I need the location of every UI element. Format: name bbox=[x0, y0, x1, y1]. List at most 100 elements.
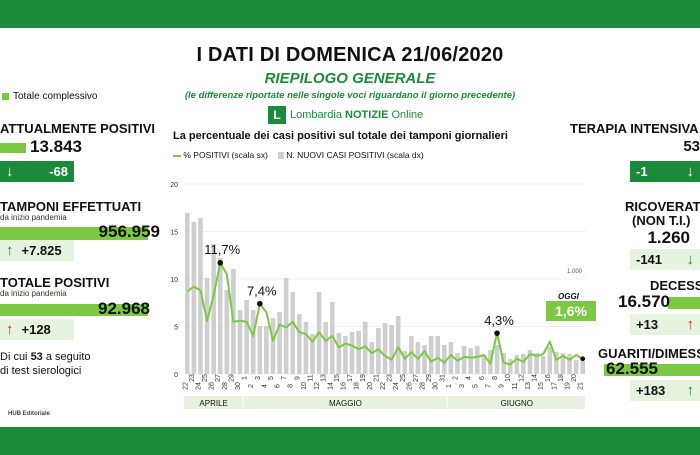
x-tick-label: 20 bbox=[367, 382, 374, 390]
arrow-up-icon: ↑ bbox=[686, 382, 695, 399]
chart-title: La percentuale dei casi positivi sul tot… bbox=[173, 130, 508, 142]
bar bbox=[257, 326, 263, 374]
x-tick-label: 7 bbox=[281, 376, 288, 380]
bar bbox=[422, 345, 427, 374]
bar bbox=[270, 318, 276, 374]
month-label: GIUGNO bbox=[501, 399, 533, 408]
totals-legend: Totale complessivo bbox=[2, 91, 97, 102]
x-tick-label: 12 bbox=[314, 382, 321, 390]
guariti-delta: +183 ↑ bbox=[630, 380, 700, 401]
bar bbox=[329, 302, 335, 374]
x-tick-label: 26 bbox=[209, 382, 216, 390]
totale-positivi-delta: ↑ +128 bbox=[0, 319, 74, 340]
bar bbox=[428, 336, 434, 374]
x-tick-label: 5 bbox=[472, 384, 479, 388]
totale-positivi-label: TOTALE POSITIVI bbox=[0, 275, 110, 290]
y-tick-label: 5 bbox=[174, 325, 178, 332]
legend-square-icon bbox=[2, 93, 9, 100]
month-label: MAGGIO bbox=[329, 399, 362, 408]
x-tick-label: 9 bbox=[294, 376, 301, 380]
terapia-delta-value: -1 bbox=[636, 164, 648, 179]
x-tick-label: 31 bbox=[439, 374, 446, 382]
guariti-delta-value: +183 bbox=[636, 383, 666, 398]
tamponi-bar bbox=[0, 227, 148, 240]
bar bbox=[303, 322, 309, 374]
bar bbox=[514, 355, 520, 374]
x-tick-label: 2 bbox=[248, 384, 255, 388]
page-title: I DATI DI DOMENICA 21/06/2020 bbox=[196, 44, 504, 66]
legend-line-icon bbox=[173, 154, 181, 157]
bar bbox=[369, 342, 375, 374]
x-tick-label: 19 bbox=[360, 374, 367, 382]
y-right-tick-label: 1.000 bbox=[567, 269, 583, 275]
annotation-label: 11,7% bbox=[204, 242, 240, 257]
bottom-banner bbox=[0, 427, 700, 455]
x-tick-label: 11 bbox=[512, 382, 519, 389]
bar bbox=[244, 300, 249, 374]
ricoverati-label: RICOVERATI bbox=[625, 199, 700, 214]
legend-bar-entry: N. NUOVI CASI POSITIVI (scala dx) bbox=[277, 150, 424, 160]
legend-bar-icon bbox=[277, 152, 284, 160]
x-tick-label: 10 bbox=[505, 374, 512, 382]
bar bbox=[224, 290, 230, 374]
bar bbox=[560, 353, 566, 374]
oggi-label: OGGI bbox=[558, 292, 579, 301]
bar bbox=[297, 314, 302, 374]
y-tick-label: 20 bbox=[170, 182, 178, 189]
month-band bbox=[184, 396, 243, 409]
arrow-down-icon: ↓ bbox=[686, 251, 695, 268]
x-tick-label: 19 bbox=[565, 382, 572, 390]
terapia-delta: -1 ↓ bbox=[630, 161, 700, 182]
bar bbox=[474, 346, 480, 374]
x-tick-label: 21 bbox=[373, 374, 380, 382]
x-tick-label: 1 bbox=[242, 376, 249, 380]
x-tick-label: 24 bbox=[196, 382, 203, 390]
x-tick-label: 4 bbox=[466, 376, 473, 380]
y-tick-label: 15 bbox=[170, 230, 178, 237]
x-tick-label: 5 bbox=[268, 376, 275, 380]
ricoverati-delta: -141 ↓ bbox=[630, 249, 700, 270]
month-band bbox=[447, 396, 585, 409]
x-tick-label: 3 bbox=[255, 376, 262, 380]
bar bbox=[481, 355, 487, 374]
arrow-up-icon: ↑ bbox=[686, 316, 695, 333]
bar bbox=[204, 278, 210, 374]
bar bbox=[211, 244, 216, 374]
x-tick-label: 14 bbox=[327, 382, 334, 390]
x-tick-label: 15 bbox=[538, 382, 545, 390]
x-tick-label: 28 bbox=[420, 382, 427, 390]
bar bbox=[356, 331, 361, 374]
attualmente-positivi-value: 13.843 bbox=[30, 137, 82, 156]
tamponi-delta: ↑ +7.825 bbox=[0, 240, 74, 261]
brand-text: Lombardia NOTIZIE Online bbox=[290, 109, 424, 121]
x-tick-label: 21 bbox=[578, 382, 585, 390]
x-tick-label: 20 bbox=[571, 374, 578, 382]
x-tick-label: 11 bbox=[308, 374, 315, 381]
x-tick-label: 13 bbox=[321, 374, 328, 382]
page-subtitle: RIEPILOGO GENERALE bbox=[264, 70, 436, 87]
x-tick-label: 14 bbox=[532, 374, 539, 382]
attualmente-positivi-bar bbox=[0, 143, 26, 153]
bar bbox=[468, 348, 473, 374]
annotation-point bbox=[494, 330, 500, 336]
bar bbox=[198, 218, 203, 374]
bar bbox=[191, 222, 197, 374]
x-tick-label: 18 bbox=[558, 374, 565, 382]
terapia-label: TERAPIA INTENSIVA bbox=[570, 121, 699, 136]
last-point bbox=[580, 356, 586, 362]
bar bbox=[554, 352, 559, 374]
bar bbox=[461, 346, 467, 374]
x-tick-label: 25 bbox=[400, 374, 407, 382]
x-tick-label: 25 bbox=[202, 374, 209, 382]
annotation-label: 4,3% bbox=[484, 313, 514, 328]
x-tick-label: 3 bbox=[459, 384, 466, 388]
x-tick-label: 13 bbox=[525, 382, 532, 390]
bar bbox=[217, 258, 223, 374]
tamponi-sub: da inizio pandemia bbox=[0, 213, 67, 222]
bar bbox=[567, 354, 572, 374]
totale-positivi-delta-value: +128 bbox=[21, 322, 51, 337]
page-note: (le differenze riportate nelle singole v… bbox=[184, 90, 516, 101]
oggi-value: 1,6% bbox=[546, 301, 596, 321]
x-tick-label: 7 bbox=[485, 384, 492, 388]
